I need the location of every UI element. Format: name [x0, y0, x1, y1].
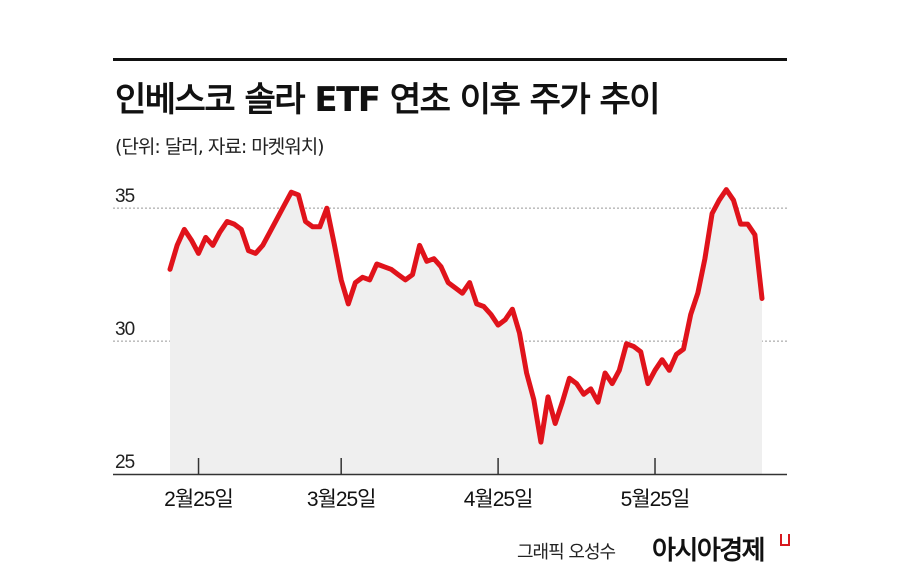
graphic-credit: 그래픽 오성수: [517, 538, 776, 564]
x-tick-label-4: 5월25일: [621, 488, 690, 511]
y-tick-label-30: 30: [115, 319, 135, 340]
y-tick-label-25: 25: [115, 452, 135, 473]
x-tick-label-2: 3월25일: [307, 488, 376, 511]
brand-mark-icon: [780, 534, 790, 546]
chart-subtitle: (단위: 달러, 자료: 마켓워치): [115, 136, 325, 158]
brand-logo-text: 아시아경제: [652, 536, 766, 566]
chart-title: 인베스코 솔라 ETF 연초 이후 주가 추이: [115, 80, 661, 120]
x-tick-label-3: 4월25일: [464, 488, 533, 511]
price-line: [167, 187, 765, 445]
y-tick-label-35: 35: [115, 186, 135, 207]
credit-text: 그래픽 오성수: [517, 542, 616, 563]
title-rule: [113, 58, 787, 61]
x-tick-label-1: 2월25일: [164, 488, 233, 511]
area-fill: [170, 189, 762, 474]
